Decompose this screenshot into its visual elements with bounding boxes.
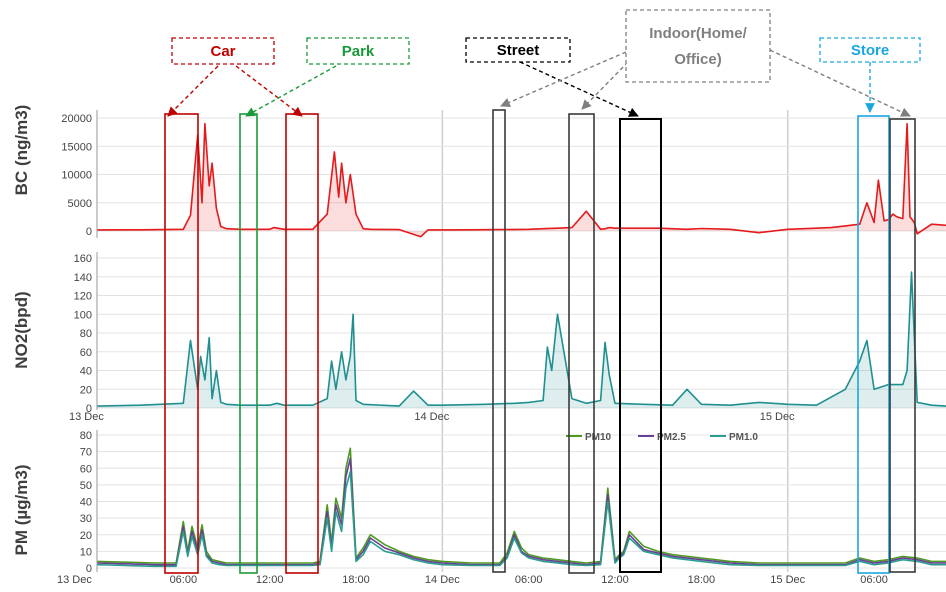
- y-tick-label: 100: [74, 309, 92, 321]
- indoor-arrow: [581, 61, 629, 110]
- y-tick-label: 30: [80, 513, 92, 525]
- y-axis-label: BC (ng/m3): [12, 105, 31, 196]
- indoor-label-line2: Office): [674, 51, 722, 68]
- x-tick-label: 14 Dec: [414, 411, 449, 423]
- indoor-arrow: [769, 49, 911, 117]
- y-tick-label: 70: [80, 447, 92, 459]
- series-line: [96, 122, 946, 238]
- x-tick-label: 06:00: [860, 574, 888, 586]
- y-tick-label: 5000: [68, 198, 92, 210]
- y-tick-label: 120: [74, 291, 92, 303]
- store-label-box: [819, 37, 921, 63]
- series-line: [96, 447, 946, 564]
- y-tick-label: 20000: [61, 113, 92, 125]
- y-tick-label: 10: [80, 546, 92, 558]
- store-box: [857, 115, 890, 574]
- y-tick-label: 20: [80, 530, 92, 542]
- car-label: Car: [210, 43, 235, 60]
- indoor-arrow: [500, 51, 627, 108]
- y-tick-label: 0: [86, 226, 92, 238]
- x-tick-label: 06:00: [170, 574, 198, 586]
- park-box: [239, 113, 258, 574]
- street-label: Street: [497, 42, 540, 59]
- annotation-layer: Car Park Street Store Indoor(Home/Office): [171, 9, 921, 83]
- street-label-box: [465, 37, 571, 63]
- x-tick-label: 12:00: [256, 574, 284, 586]
- indoor-box: [889, 118, 916, 573]
- y-tick-label: 10000: [61, 170, 92, 182]
- series-area: [97, 123, 946, 237]
- y-tick-label: 160: [74, 253, 92, 265]
- x-tick-label: 13 Dec: [57, 574, 92, 586]
- y-tick-label: 50: [80, 480, 92, 492]
- y-tick-label: 20: [80, 384, 92, 396]
- car-arrow: [167, 65, 219, 117]
- park-arrow: [245, 65, 337, 117]
- x-tick-label: 13 Dec: [69, 411, 104, 423]
- indoor-label-line1: Indoor(Home/: [649, 25, 747, 42]
- car-label-box: [171, 37, 275, 65]
- y-tick-label: 80: [80, 430, 92, 442]
- plot-layer: [96, 122, 946, 568]
- legend-entry: PM1.0: [729, 432, 758, 443]
- x-tick-label: 15 Dec: [760, 411, 795, 423]
- y-tick-label: 40: [80, 366, 92, 378]
- y-tick-label: 40: [80, 497, 92, 509]
- park-label-box: [306, 37, 410, 65]
- street-box: [619, 118, 662, 573]
- indoor-box: [492, 109, 506, 573]
- y-axis-label: PM (µg/m3): [12, 464, 31, 555]
- car-box: [164, 113, 199, 574]
- highlight-box-layer: [164, 109, 916, 574]
- indoor-label-box: [625, 9, 771, 83]
- y-tick-label: 0: [86, 403, 92, 415]
- x-tick-label: 18:00: [688, 574, 716, 586]
- grid-layer: [97, 110, 946, 572]
- arrow-layer: [167, 49, 911, 117]
- legend-entry: PM2.5: [657, 432, 686, 443]
- x-tick-label: 06:00: [515, 574, 543, 586]
- y-tick-label: 15000: [61, 141, 92, 153]
- series-line: [96, 470, 946, 568]
- x-tick-label: 12:00: [601, 574, 629, 586]
- series-line: [96, 271, 946, 407]
- store-label: Store: [851, 42, 889, 59]
- y-tick-label: 140: [74, 272, 92, 284]
- street-arrow: [519, 61, 639, 117]
- x-tick-label: 15 Dec: [770, 574, 805, 586]
- y-tick-label: 80: [80, 328, 92, 340]
- y-tick-label: 0: [86, 563, 92, 575]
- x-tick-label: 18:00: [342, 574, 370, 586]
- indoor-box: [568, 113, 595, 574]
- park-label: Park: [342, 43, 375, 60]
- y-axis-label: NO2(bpd): [12, 291, 31, 368]
- y-tick-label: 60: [80, 347, 92, 359]
- x-tick-label: 14 Dec: [425, 574, 460, 586]
- y-tick-label: 60: [80, 463, 92, 475]
- axis-layer: 0 5000 10000 15000 20000 BC (ng/m3) 0 20 40 60 80 1…: [12, 105, 888, 586]
- series-area: [97, 272, 946, 408]
- car-box: [285, 113, 319, 574]
- legend-entry: PM10: [585, 432, 612, 443]
